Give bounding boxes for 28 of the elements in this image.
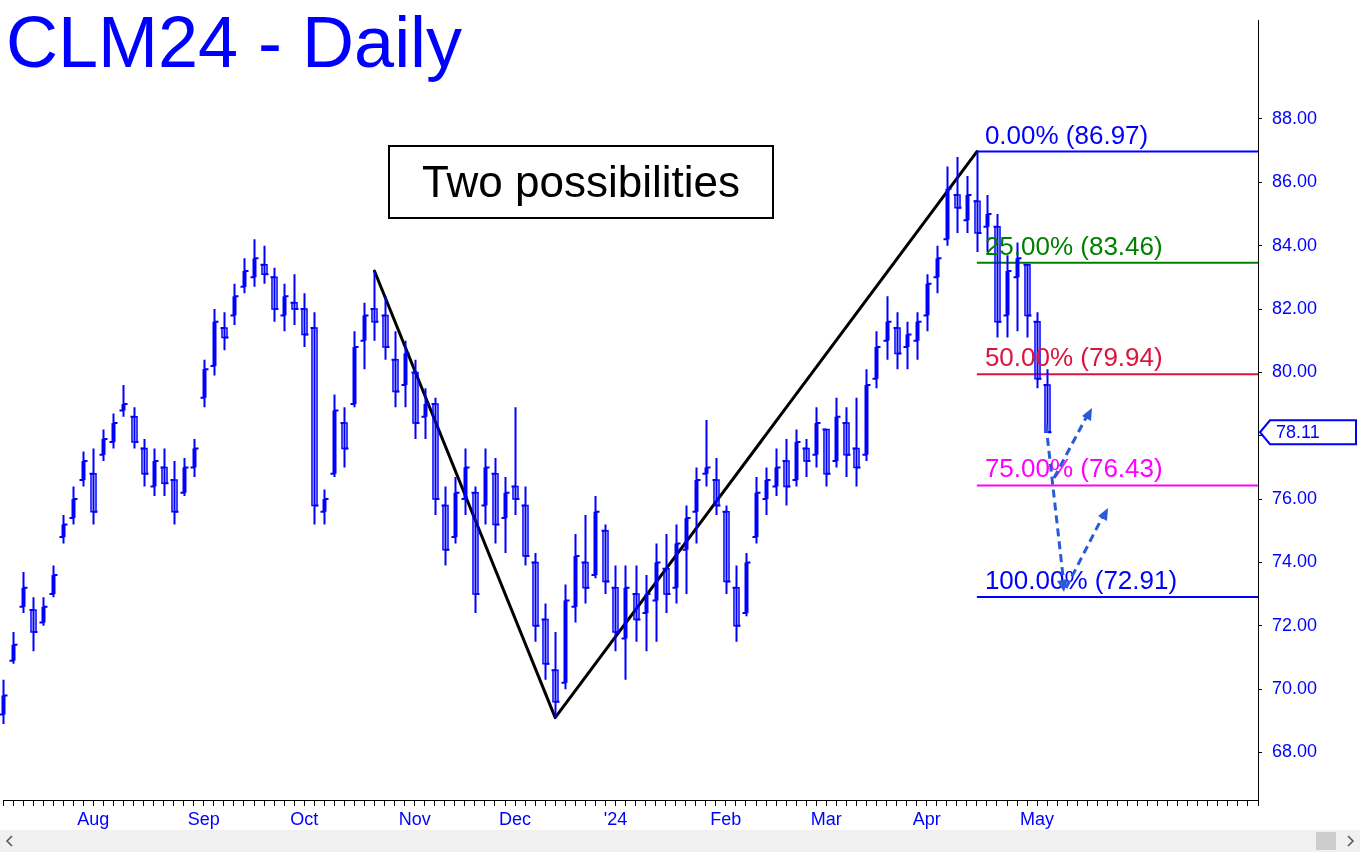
candlestick <box>291 273 298 326</box>
x-tick-label: Nov <box>398 808 431 829</box>
x-tick-label: May <box>1020 808 1055 829</box>
x-tick-label: '24 <box>603 808 628 829</box>
ref-line-label: 0.00% (86.97) <box>984 119 1149 150</box>
x-tick-label: Oct <box>290 808 319 829</box>
y-tick-label: 86.00 <box>1272 171 1318 192</box>
y-tick-label: 82.00 <box>1272 298 1318 319</box>
x-tick-label: Mar <box>810 808 842 829</box>
candlestick <box>512 406 519 516</box>
chart-title: CLM24 - Daily <box>6 1 463 84</box>
y-tick-label: 74.00 <box>1272 551 1318 572</box>
x-tick-label: Dec <box>499 808 532 829</box>
y-tick-label: 72.00 <box>1272 614 1318 635</box>
y-tick-label: 88.00 <box>1272 107 1318 128</box>
ref-line-label: 100.00% (72.91) <box>984 564 1178 595</box>
y-tick-label: 76.00 <box>1272 488 1318 509</box>
y-tick-label: 68.00 <box>1272 741 1318 762</box>
x-tick-label: Feb <box>710 808 742 829</box>
x-tick-label: Aug <box>77 808 110 829</box>
y-tick-label: 70.00 <box>1272 678 1318 699</box>
x-tick-label: Sep <box>187 808 220 829</box>
candlestick <box>633 564 640 643</box>
x-tick-label: Apr <box>912 808 941 829</box>
annotation: Two possibilities <box>388 145 774 219</box>
y-tick-label: 84.00 <box>1272 234 1318 255</box>
text: 78.11 <box>1276 422 1320 443</box>
y-tick-label: 80.00 <box>1272 361 1318 382</box>
